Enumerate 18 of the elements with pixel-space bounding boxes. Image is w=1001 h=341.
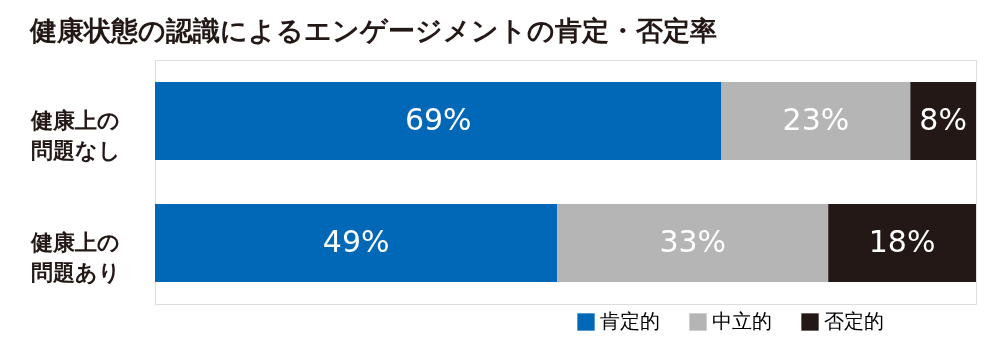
data-label: 18% bbox=[868, 224, 936, 259]
legend-label: 肯定的 bbox=[600, 309, 660, 333]
bar bbox=[721, 82, 911, 160]
bar bbox=[155, 82, 722, 160]
data-label: 8% bbox=[919, 102, 967, 137]
data-label: 23% bbox=[782, 102, 850, 137]
y-tick-label: 健康上の問題なし bbox=[29, 108, 121, 163]
bar bbox=[557, 204, 829, 282]
data-label: 33% bbox=[659, 224, 727, 259]
legend-label: 中立的 bbox=[712, 309, 772, 333]
chart-title: 健康状態の認識によるエンゲージメントの肯定・否定率 bbox=[29, 15, 717, 46]
legend-label: 否定的 bbox=[824, 309, 884, 333]
bar bbox=[155, 204, 558, 282]
data-label: 69% bbox=[404, 102, 472, 137]
bar bbox=[828, 204, 976, 282]
bar bbox=[910, 82, 976, 160]
data-label: 49% bbox=[322, 224, 390, 259]
y-tick-label: 健康上の問題あり bbox=[29, 230, 121, 285]
